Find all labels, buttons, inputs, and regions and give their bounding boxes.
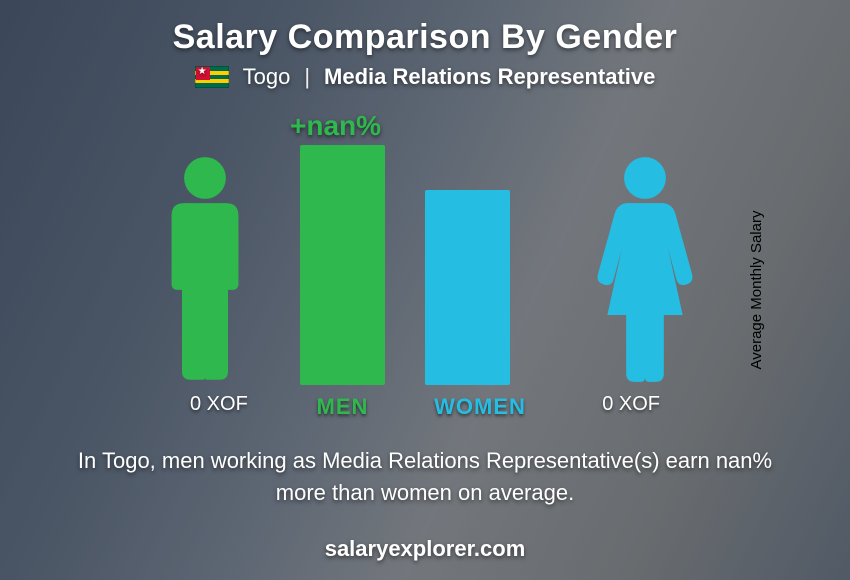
value-women: 0 XOF (602, 393, 660, 416)
page-title: Salary Comparison By Gender (0, 18, 850, 57)
separator: | (304, 64, 310, 90)
axis-label-men: MEN (300, 394, 385, 420)
male-person-icon (150, 155, 260, 385)
infographic-stage: Salary Comparison By Gender Togo | Media… (0, 0, 850, 580)
job-title: Media Relations Representative (324, 64, 655, 90)
value-men: 0 XOF (190, 393, 248, 416)
togo-flag-icon (195, 66, 229, 88)
bar-men (300, 145, 385, 385)
delta-label: +nan% (290, 110, 381, 142)
summary-text: In Togo, men working as Media Relations … (70, 445, 780, 509)
subtitle-row: Togo | Media Relations Representative (0, 64, 850, 90)
country-name: Togo (243, 64, 291, 90)
gender-bar-chart: +nan% 0 XOF MEN WOMEN 0 XOF (0, 110, 850, 420)
footer-source: salaryexplorer.com (0, 536, 850, 562)
female-person-icon (590, 155, 700, 385)
y-axis-label: Average Monthly Salary (748, 211, 765, 370)
bar-women (425, 190, 510, 385)
axis-label-women: WOMEN (425, 394, 535, 420)
